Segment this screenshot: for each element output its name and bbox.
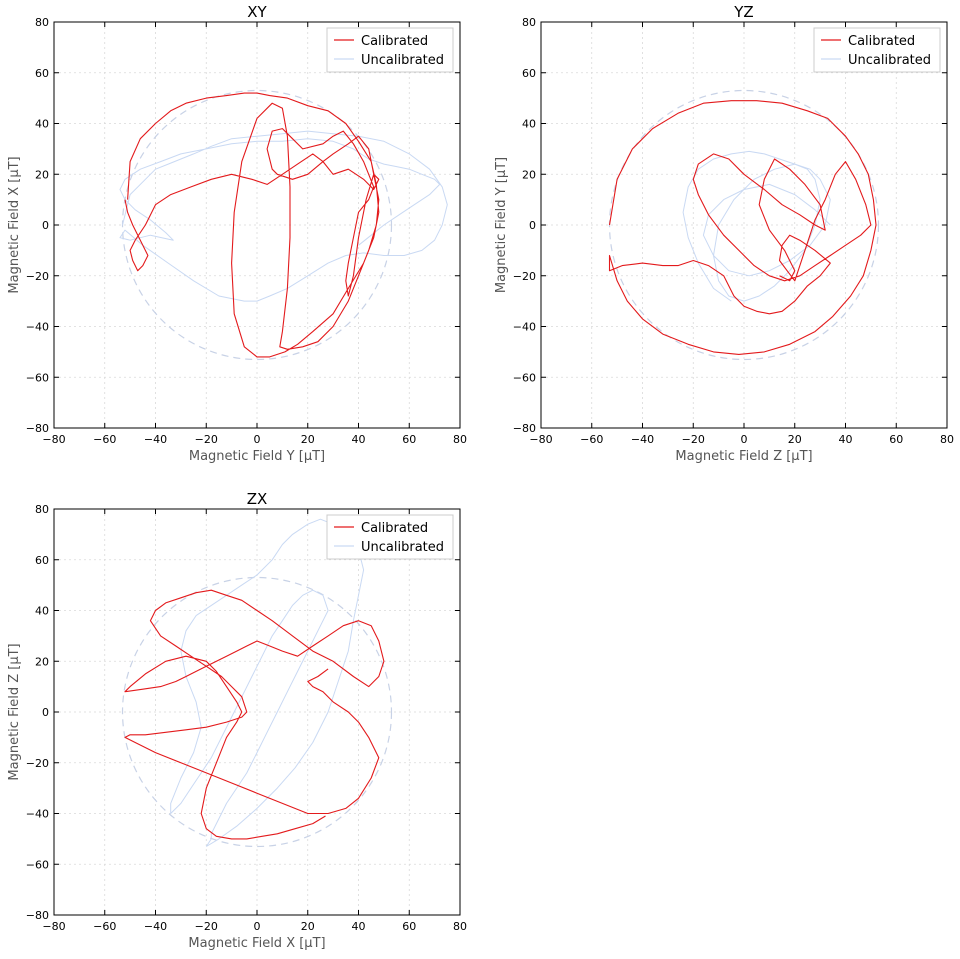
x-tick-label: 60 [402,433,416,446]
y-tick-label: 40 [35,605,49,618]
y-tick-label: 20 [522,168,536,181]
x-axis-label: Magnetic Field X [μT] [188,936,325,951]
chart-title: ZX [247,490,268,508]
x-tick-label: −60 [93,920,116,933]
x-tick-label: 20 [788,433,802,446]
y-tick-label: −40 [26,808,49,821]
y-tick-label: 40 [522,118,536,131]
x-axis-label: Magnetic Field Z [μT] [675,449,812,464]
x-tick-label: −40 [631,433,654,446]
y-axis-label: Magnetic Field Z [μT] [7,643,22,780]
y-tick-label: 80 [522,16,536,29]
y-tick-label: 0 [529,219,536,232]
y-tick-label: 60 [35,554,49,567]
legend-label-calibrated: Calibrated [361,34,428,49]
y-tick-label: −80 [26,422,49,435]
x-tick-label: 40 [352,433,366,446]
x-tick-label: 40 [352,920,366,933]
y-tick-label: 60 [522,67,536,80]
legend-label-calibrated: Calibrated [361,521,428,536]
x-axis-label: Magnetic Field Y [μT] [189,449,325,464]
legend: Calibrated Uncalibrated [327,28,453,72]
y-tick-label: −80 [26,909,49,922]
y-tick-label: −80 [513,422,536,435]
x-tick-label: 60 [402,920,416,933]
y-tick-label: −20 [26,757,49,770]
x-tick-label: −20 [195,433,218,446]
x-tick-label: 80 [453,433,467,446]
y-tick-label: 20 [35,655,49,668]
chart-panel-xy: −80 −60 −40 −20 0 20 40 60 80−80−60−40−200204060… [7,3,467,464]
x-tick-label: −40 [144,433,167,446]
y-tick-label: 0 [42,706,49,719]
y-tick-label: −40 [26,321,49,334]
chart-panel-yz: −80 −60 −40 −20 0 20 40 60 80−80−60−40−200204060… [494,3,954,464]
y-tick-label: 60 [35,67,49,80]
legend-label-uncalibrated: Uncalibrated [848,53,931,68]
y-tick-label: −40 [513,321,536,334]
y-tick-label: 80 [35,503,49,516]
y-tick-label: 20 [35,168,49,181]
legend-label-uncalibrated: Uncalibrated [361,53,444,68]
y-tick-label: 40 [35,118,49,131]
y-tick-label: 0 [42,219,49,232]
x-tick-label: −20 [682,433,705,446]
x-tick-label: −60 [93,433,116,446]
x-tick-label: 80 [940,433,954,446]
chart-title: XY [247,3,267,21]
x-tick-label: −60 [580,433,603,446]
x-tick-label: 0 [254,920,261,933]
y-tick-label: −20 [513,270,536,283]
x-tick-label: 80 [453,920,467,933]
y-tick-label: −60 [513,371,536,384]
legend: Calibrated Uncalibrated [814,28,940,72]
y-tick-label: 80 [35,16,49,29]
x-tick-label: 20 [301,433,315,446]
x-tick-label: 0 [741,433,748,446]
y-axis-label: Magnetic Field X [μT] [7,156,22,293]
x-tick-label: −40 [144,920,167,933]
x-tick-label: 60 [889,433,903,446]
legend-label-uncalibrated: Uncalibrated [361,540,444,555]
y-tick-label: −60 [26,858,49,871]
chart-title: YZ [733,3,753,21]
y-axis-label: Magnetic Field Y [μT] [494,157,509,293]
x-tick-label: 0 [254,433,261,446]
legend: Calibrated Uncalibrated [327,515,453,559]
x-tick-label: 40 [839,433,853,446]
x-tick-label: 20 [301,920,315,933]
chart-panel-zx: −80 −60 −40 −20 0 20 40 60 80−80−60−40−200204060… [7,490,467,951]
y-tick-label: −60 [26,371,49,384]
legend-label-calibrated: Calibrated [848,34,915,49]
y-tick-label: −20 [26,270,49,283]
x-tick-label: −20 [195,920,218,933]
